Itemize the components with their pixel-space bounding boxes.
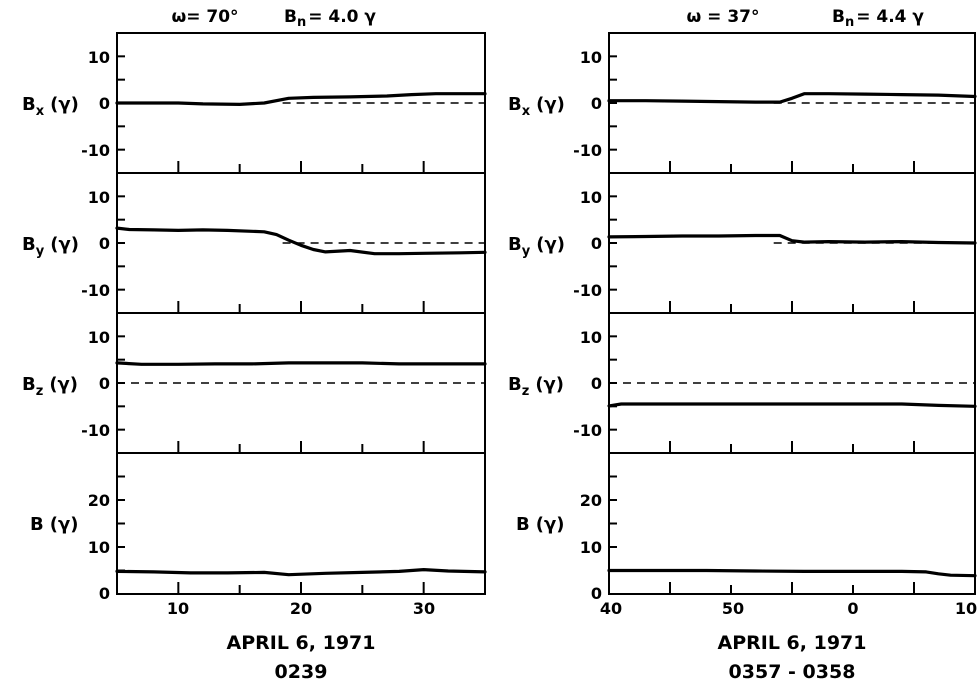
right-bn-label: Bn = 4.4 γ xyxy=(832,7,924,30)
right-bz-ytick-label: 10 xyxy=(580,328,602,347)
right-time-label: 0357 - 0358 xyxy=(729,661,856,683)
right-b-ytick-label: 20 xyxy=(580,491,602,510)
chart-left: ω= 70° Bn = 4.0 γ Bx (γ) By (γ) Bz (γ) B (γ) … xyxy=(22,7,487,683)
right-bz-series-line xyxy=(607,402,977,408)
left-omega-label: ω= 70° xyxy=(171,7,238,27)
right-bx-ytick-label: -10 xyxy=(573,141,602,160)
right-bx-ytick-label: 10 xyxy=(580,48,602,67)
left-bx-axis-label: Bx (γ) xyxy=(22,94,79,119)
left-bz-ytick-label: 10 xyxy=(88,328,110,347)
left-time-label: 0239 xyxy=(275,661,328,683)
right-bz-ytick-label: 0 xyxy=(591,374,602,393)
right-xtick-label: 50 xyxy=(722,599,744,618)
right-plot-area xyxy=(607,55,977,594)
left-by-axis-label: By (γ) xyxy=(22,234,79,259)
right-xtick-label: 40 xyxy=(600,599,622,618)
right-xtick-label: 10 xyxy=(955,599,977,618)
left-bz-ytick-label: 0 xyxy=(99,374,110,393)
left-xtick-label: 30 xyxy=(413,599,435,618)
left-b-axis-label: B (γ) xyxy=(30,514,78,535)
left-bz-ytick-label: -10 xyxy=(81,421,110,440)
left-date-label: APRIL 6, 1971 xyxy=(227,632,376,654)
left-bz-axis-label: Bz (γ) xyxy=(22,374,78,399)
left-by-ytick-label: 0 xyxy=(99,234,110,253)
right-by-ytick-label: -10 xyxy=(573,281,602,300)
left-b-ytick-label: 0 xyxy=(99,584,110,603)
left-bx-ytick-label: 0 xyxy=(99,94,110,113)
left-xtick-label: 20 xyxy=(290,599,312,618)
left-bx-ytick-label: -10 xyxy=(81,141,110,160)
right-bz-ytick-label: -10 xyxy=(573,421,602,440)
right-b-ytick-label: 0 xyxy=(591,584,602,603)
right-by-ytick-label: 0 xyxy=(591,234,602,253)
left-plot-area xyxy=(115,55,487,594)
left-bx-ytick-label: 10 xyxy=(88,48,110,67)
left-by-series-line xyxy=(115,226,487,256)
right-by-axis-label: By (γ) xyxy=(508,234,565,259)
left-by-ytick-label: -10 xyxy=(81,281,110,300)
left-b-ytick-label: 10 xyxy=(88,538,110,557)
chart-right: ω = 37° Bn = 4.4 γ Bx (γ) By (γ) Bz (γ) B (γ)… xyxy=(508,7,977,683)
left-xtick-label: 10 xyxy=(167,599,189,618)
right-bx-series-line xyxy=(607,92,977,104)
right-bx-ytick-label: 0 xyxy=(591,94,602,113)
right-bx-axis-label: Bx (γ) xyxy=(508,94,565,119)
left-b-series-line xyxy=(115,567,487,577)
right-b-series-line xyxy=(607,568,977,578)
right-b-ytick-label: 10 xyxy=(580,538,602,557)
right-omega-label: ω = 37° xyxy=(686,7,759,27)
right-b-axis-label: B (γ) xyxy=(516,514,564,535)
right-date-label: APRIL 6, 1971 xyxy=(718,632,867,654)
right-by-series-line xyxy=(607,233,977,245)
left-bn-label: Bn = 4.0 γ xyxy=(284,7,376,30)
left-by-ytick-label: 10 xyxy=(88,188,110,207)
right-bz-axis-label: Bz (γ) xyxy=(508,374,564,399)
right-xtick-label: 0 xyxy=(847,599,858,618)
left-b-ytick-label: 20 xyxy=(88,491,110,510)
left-bx-series-line xyxy=(115,92,487,107)
right-by-ytick-label: 10 xyxy=(580,188,602,207)
left-bz-series-line xyxy=(115,361,487,366)
